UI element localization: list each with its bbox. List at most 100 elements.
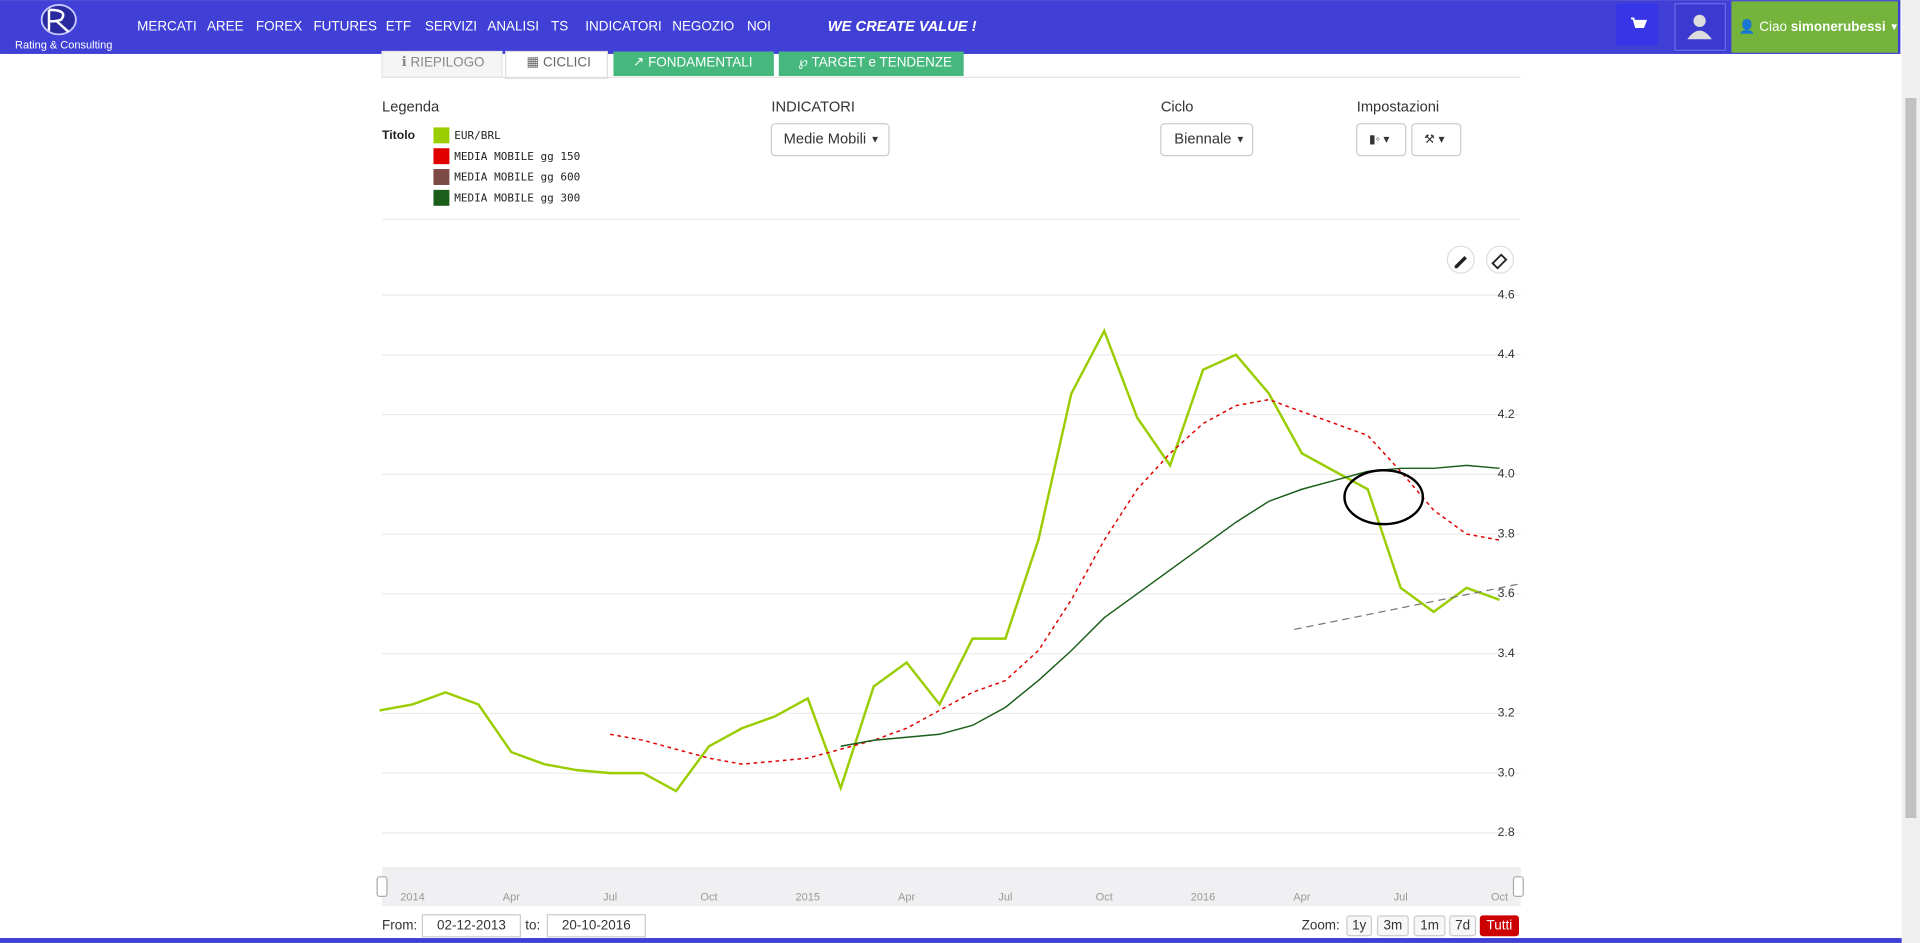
from-label: From: — [382, 917, 417, 932]
logo-text: Rating & Consulting — [15, 39, 112, 51]
user-button[interactable] — [1674, 3, 1726, 51]
chart: 2.8 3.0 3.2 3.4 3.6 3.8 4.0 4.2 4.4 4.6 — [379, 287, 1521, 839]
legend-swatch — [433, 148, 450, 165]
greeting: 👤 Ciao simonerubessi ▼ — [1739, 18, 1899, 34]
legend-entry: MEDIA MOBILE gg 150 — [454, 150, 580, 163]
tab-label: ℹ RIEPILOGO — [402, 54, 485, 69]
logo[interactable]: Rating & Consulting — [15, 4, 112, 51]
cycle-dropdown[interactable] — [1160, 123, 1254, 157]
zoom-label: Tutti — [1487, 917, 1513, 932]
menu-item[interactable]: AREE — [207, 19, 244, 34]
menu-item[interactable]: SERVIZI — [425, 19, 477, 34]
username: simonerubessi — [1791, 19, 1886, 34]
zoom-button[interactable] — [1449, 915, 1477, 937]
legend-swatch — [433, 127, 450, 144]
x-tick-label: Apr — [1293, 892, 1310, 904]
series-line — [610, 398, 1500, 765]
indicators-dropdown[interactable] — [770, 123, 890, 157]
zoom-label: 1y — [1352, 917, 1366, 932]
y-tick-label: 4.6 — [1498, 287, 1515, 301]
tools-icon: ⚒ ▾ — [1424, 132, 1445, 146]
zoom-label: 7d — [1455, 917, 1470, 932]
y-tick-label: 4.0 — [1498, 467, 1515, 481]
settings-title: Impostazioni — [1357, 100, 1439, 116]
bottom-bar — [0, 938, 1902, 943]
drawing-trendline — [1294, 583, 1519, 631]
tab[interactable] — [613, 51, 774, 76]
legend-entry: EUR/BRL — [454, 129, 501, 142]
menu-item[interactable]: TS — [551, 19, 568, 34]
menu-item[interactable]: ETF — [386, 19, 411, 34]
tab-label: ℘ TARGET e TENDENZE — [798, 54, 952, 69]
y-tick-label: 3.8 — [1498, 526, 1515, 540]
drawing-ellipse — [1343, 469, 1425, 526]
legend-entry: MEDIA MOBILE gg 300 — [454, 191, 580, 204]
menu-item[interactable]: NOI — [747, 19, 771, 34]
pencil-icon — [1454, 255, 1467, 269]
menu-item[interactable]: FOREX — [256, 19, 302, 34]
cycle-title: Ciclo — [1161, 100, 1194, 116]
menu-item[interactable]: FUTURES — [313, 19, 377, 34]
indicators-value: Medie Mobili ▼ — [784, 132, 880, 148]
x-tick-label: Oct — [700, 892, 717, 904]
menu-item[interactable]: INDICATORI — [585, 19, 662, 34]
x-tick-label: Jul — [603, 892, 617, 904]
navigator[interactable] — [382, 867, 1521, 907]
from-value: 02-12-2013 — [437, 917, 506, 932]
navigator-handle[interactable] — [1512, 876, 1524, 898]
to-input[interactable] — [546, 914, 646, 938]
tools-button[interactable] — [1411, 123, 1462, 157]
x-tick-label: 2016 — [1191, 892, 1216, 904]
legend-title: Legenda — [382, 100, 440, 116]
legend-swatch — [433, 169, 450, 185]
zoom-label: 3m — [1384, 917, 1403, 932]
zoom-button[interactable] — [1413, 915, 1446, 937]
slogan: WE CREATE VALUE ! — [828, 19, 977, 35]
legend-swatch — [433, 189, 450, 206]
scrollbar-thumb[interactable] — [1905, 98, 1917, 819]
zoom-button[interactable] — [1346, 915, 1373, 937]
x-tick-label: Oct — [1096, 892, 1113, 904]
zoom-button[interactable] — [1479, 915, 1519, 937]
y-tick-label: 4.4 — [1498, 347, 1515, 361]
x-tick-label: Apr — [898, 892, 915, 904]
x-tick-label: 2014 — [400, 892, 425, 904]
x-tick-label: Jul — [1394, 892, 1408, 904]
navbar — [0, 0, 1901, 54]
cycle-value: Biennale ▼ — [1174, 132, 1245, 148]
account-menu[interactable] — [1731, 1, 1898, 53]
settings-icon: ▮◦ ▾ — [1369, 132, 1390, 146]
zoom-label: Zoom: — [1302, 917, 1340, 932]
y-tick-label: 3.0 — [1498, 765, 1515, 779]
user-icon — [1693, 14, 1706, 28]
y-tick-label: 2.8 — [1498, 825, 1515, 839]
navigator-handle[interactable] — [376, 876, 388, 898]
y-tick-label: 3.2 — [1498, 706, 1515, 720]
user-icon — [1687, 30, 1712, 40]
x-tick-label: 2015 — [796, 892, 821, 904]
menu-item[interactable]: ANALISI — [487, 19, 539, 34]
x-tick-label: Jul — [998, 892, 1012, 904]
tab-label: ▦ CICLICI — [527, 54, 591, 69]
to-value: 20-10-2016 — [562, 917, 631, 932]
tab[interactable] — [778, 51, 964, 76]
settings-button[interactable] — [1356, 123, 1407, 157]
zoom-label: 1m — [1420, 917, 1439, 932]
eraser-icon — [1491, 253, 1508, 270]
tab-label: ↗ FONDAMENTALI — [633, 54, 752, 69]
y-tick-label: 4.2 — [1498, 407, 1515, 421]
menu-item[interactable]: NEGOZIO — [672, 19, 734, 34]
x-tick-label: Apr — [503, 892, 520, 904]
y-tick-label: 3.6 — [1498, 586, 1515, 600]
tab-active[interactable] — [505, 50, 608, 80]
zoom-button[interactable] — [1376, 915, 1409, 937]
legend-label: Titolo — [382, 128, 415, 142]
from-input[interactable] — [421, 914, 522, 938]
menu-item[interactable]: MERCATI — [137, 19, 197, 34]
y-tick-label: 3.4 — [1498, 646, 1515, 660]
legend-entry: MEDIA MOBILE gg 600 — [454, 171, 580, 184]
indicators-title: INDICATORI — [771, 100, 855, 116]
to-label: to: — [525, 917, 540, 932]
x-tick-label: Oct — [1491, 892, 1508, 904]
